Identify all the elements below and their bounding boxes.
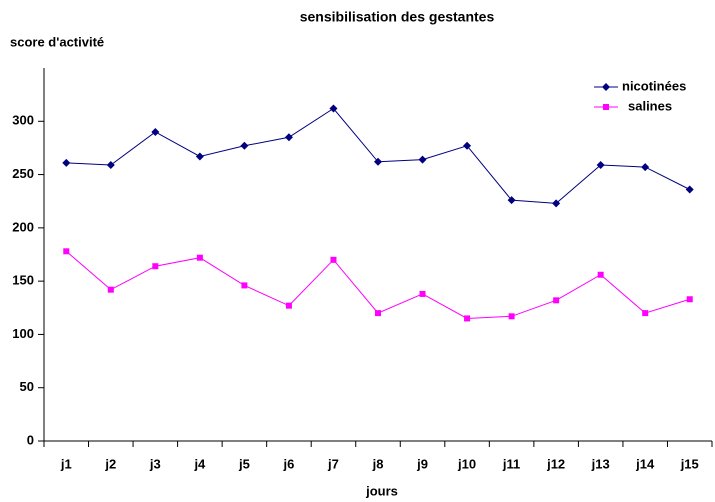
point [374, 157, 382, 166]
point [107, 286, 114, 293]
y-tick-label: 300 [12, 113, 34, 128]
y-axis-label: score d'activité [10, 34, 104, 49]
series-line [65, 250, 690, 319]
point [642, 310, 649, 317]
point [241, 282, 248, 289]
point [63, 248, 70, 255]
point [284, 133, 293, 142]
x-tick-label: j4 [193, 456, 206, 471]
x-tick-label: j1 [60, 456, 72, 471]
legend-marker [602, 83, 610, 91]
point [553, 297, 560, 304]
x-tick-label: j11 [502, 456, 520, 471]
point [330, 256, 337, 263]
x-tick-label: j8 [372, 456, 384, 471]
x-tick-label: j9 [416, 456, 428, 471]
y-tick-label: 100 [12, 326, 34, 341]
point [196, 254, 203, 261]
series-line [66, 107, 690, 204]
x-tick-label: j14 [635, 456, 655, 471]
chart-title: sensibilisation des gestantes [300, 9, 495, 25]
point [106, 160, 115, 169]
y-tick-label: 200 [12, 219, 34, 234]
point [195, 152, 204, 161]
x-tick-label: j3 [149, 456, 161, 471]
point [508, 313, 515, 320]
y-tick-label: 0 [27, 432, 34, 447]
x-tick-label: j10 [457, 456, 476, 471]
point [685, 185, 694, 194]
point [463, 141, 472, 150]
y-tick-label: 50 [20, 379, 34, 394]
x-tick-label: j12 [546, 456, 565, 471]
point [641, 163, 650, 172]
point [285, 302, 292, 309]
x-tick-label: j6 [283, 456, 295, 471]
point [62, 158, 71, 167]
point [151, 127, 160, 136]
y-tick-label: 150 [12, 273, 34, 288]
legend-label: salines [628, 98, 672, 113]
point [375, 310, 381, 317]
x-tick-label: j15 [680, 456, 699, 471]
point [597, 271, 604, 278]
point [596, 160, 605, 169]
x-tick-label: j5 [238, 456, 250, 471]
x-axis-label: jours [365, 483, 398, 498]
x-tick-label: j2 [104, 456, 116, 471]
point [240, 141, 249, 150]
point [152, 263, 159, 270]
point [464, 315, 471, 322]
x-tick-label: j13 [591, 456, 610, 471]
point [418, 155, 427, 164]
legend-label: nicotinées [622, 78, 686, 93]
point [507, 196, 516, 205]
point [686, 296, 693, 303]
y-tick-label: 250 [12, 166, 34, 181]
point [552, 199, 561, 208]
point [419, 290, 426, 297]
legend-marker [603, 104, 609, 110]
x-tick-label: j7 [327, 456, 339, 471]
point [329, 104, 338, 113]
